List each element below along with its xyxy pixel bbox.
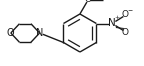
Text: N: N xyxy=(108,18,116,29)
Text: +: + xyxy=(115,15,120,20)
Text: O: O xyxy=(122,10,129,19)
Text: O: O xyxy=(122,28,129,37)
Text: O: O xyxy=(84,0,91,4)
Text: O: O xyxy=(7,28,15,38)
Text: −: − xyxy=(128,7,133,12)
Text: N: N xyxy=(36,28,43,38)
